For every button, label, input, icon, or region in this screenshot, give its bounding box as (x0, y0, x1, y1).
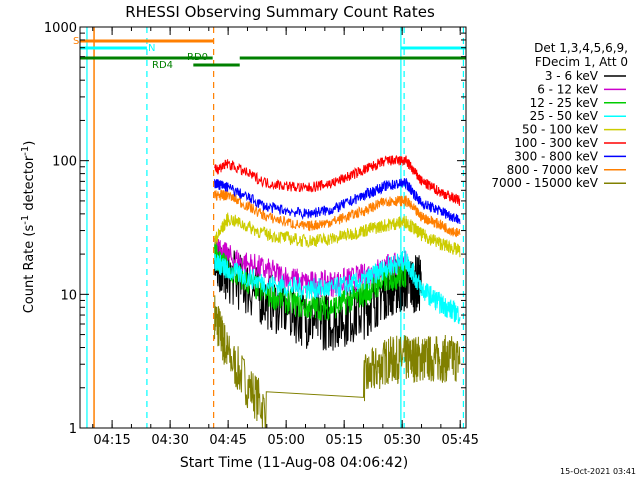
legend-label-800-7000-kev: 800 - 7000 keV (507, 163, 599, 177)
flag-label-rd4: RD4 (152, 60, 173, 71)
y-tick-label: 10 (60, 288, 77, 303)
flag-label-rd0: RD0 (187, 52, 208, 63)
flag-label-s: S (73, 36, 79, 47)
legend-label-3-6-kev: 3 - 6 keV (545, 69, 599, 83)
plot-frame (79, 26, 467, 429)
x-tick-label: 05:30 (383, 433, 420, 448)
legend-label-300-800-kev: 300 - 800 keV (514, 149, 598, 163)
legend-label-50-100-kev: 50 - 100 keV (522, 123, 599, 137)
y-tick-label: 100 (52, 155, 77, 170)
footer-timestamp: 15-Oct-2021 03:41 (560, 467, 636, 476)
observing-flags: S N RD0 RD4 (73, 27, 466, 428)
y-axis: 1 10 100 1000 (44, 21, 466, 437)
chart-title: RHESSI Observing Summary Count Rates (125, 3, 435, 21)
x-tick-label: 05:15 (325, 433, 362, 448)
y-tick-label: 1000 (44, 21, 77, 36)
legend-label-7000-15000-kev: 7000 - 15000 keV (491, 176, 598, 190)
x-axis-label: Start Time (11-Aug-08 04:06:42) (180, 455, 408, 471)
legend-label-25-50-kev: 25 - 50 keV (530, 109, 599, 123)
legend-label-6-12-kev: 6 - 12 keV (537, 82, 599, 96)
series-line-50-100-kev (214, 212, 461, 258)
x-tick-label: 04:45 (209, 433, 246, 448)
legend: Det 1,3,4,5,6,9, FDecim 1, Att 0 3 - 6 k… (491, 41, 628, 190)
series-line-300-800-kev (214, 178, 461, 225)
legend-header-detectors: Det 1,3,4,5,6,9, (534, 41, 628, 55)
series-line-800-7000-kev (214, 189, 461, 238)
legend-label-100-300-kev: 100 - 300 keV (514, 136, 598, 150)
series-line-3-6-kev (214, 236, 422, 351)
x-tick-label: 04:30 (151, 433, 188, 448)
x-tick-label: 05:00 (267, 433, 304, 448)
series-line-100-300-kev (214, 155, 461, 206)
legend-header-decimation: FDecim 1, Att 0 (535, 55, 628, 69)
y-axis-label: Count Rate (s-1 detector-1) (20, 141, 37, 314)
x-axis: 04:15 04:30 04:45 05:00 05:15 05:30 05:45 (92, 27, 479, 448)
plot-series (214, 155, 461, 429)
series-line-7000-15000-kev (214, 295, 461, 429)
y-tick-label: 1 (69, 422, 77, 437)
x-tick-label: 05:45 (441, 433, 478, 448)
legend-label-12-25-kev: 12 - 25 keV (530, 96, 599, 110)
flag-label-n: N (148, 43, 155, 54)
series-line-25-50-kev (214, 250, 461, 325)
x-tick-label: 04:15 (93, 433, 130, 448)
